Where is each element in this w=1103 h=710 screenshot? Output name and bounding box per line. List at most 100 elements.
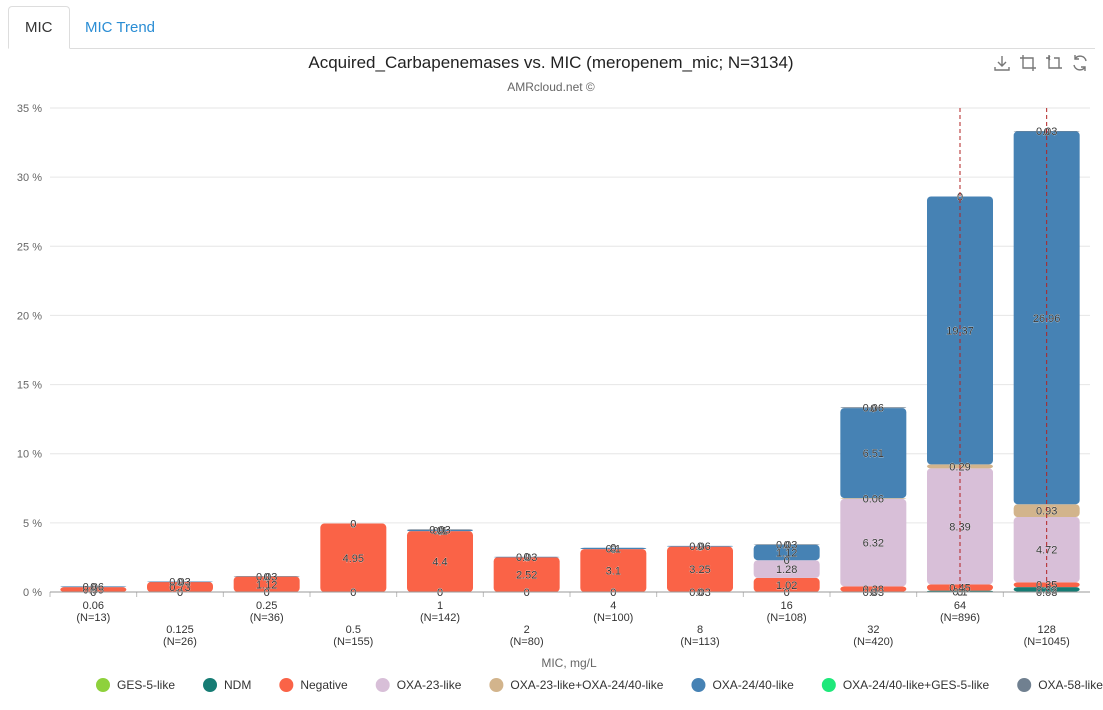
data-label: 0 bbox=[264, 587, 270, 599]
data-label: 0 bbox=[177, 587, 183, 599]
y-tick-label: 5 % bbox=[23, 518, 42, 530]
data-label: 0 bbox=[350, 519, 356, 531]
data-label: 0 bbox=[784, 555, 790, 567]
data-label: 3.1 bbox=[606, 566, 621, 578]
bar-segment[interactable] bbox=[840, 498, 907, 499]
data-label: 0.06 bbox=[83, 582, 104, 594]
bar-segment[interactable] bbox=[407, 531, 473, 592]
x-tick-count-label: (N=896) bbox=[940, 612, 980, 624]
data-label: 0 bbox=[350, 519, 356, 531]
bar-segment[interactable] bbox=[753, 544, 820, 545]
bar-segment[interactable] bbox=[60, 586, 127, 588]
zoom-reset-icon[interactable] bbox=[1045, 54, 1063, 72]
data-label: 0.1 bbox=[606, 543, 621, 555]
legend-label[interactable]: OXA-23-like+OXA-24/40-like bbox=[510, 678, 663, 692]
x-tick-count-label: (N=80) bbox=[510, 636, 544, 648]
data-label: 4.4 bbox=[432, 557, 447, 569]
data-label: 0 bbox=[957, 192, 963, 204]
legend-label[interactable]: OXA-24/40-like bbox=[712, 678, 794, 692]
tab-mic[interactable]: MIC bbox=[8, 6, 70, 49]
legend-marker[interactable] bbox=[375, 678, 390, 692]
bar-segment[interactable] bbox=[147, 581, 213, 583]
data-label: 0 bbox=[350, 519, 356, 531]
legend-marker[interactable] bbox=[1017, 678, 1032, 692]
legend-marker[interactable] bbox=[96, 678, 110, 692]
bar-segment[interactable] bbox=[753, 544, 820, 561]
data-label: 0 bbox=[957, 192, 963, 204]
data-label: 0 bbox=[264, 572, 270, 584]
data-label: 0 bbox=[697, 587, 703, 599]
bar-segment[interactable] bbox=[840, 407, 907, 409]
bar-segment[interactable] bbox=[580, 547, 647, 550]
data-label: 0 bbox=[524, 587, 530, 599]
bar-segment[interactable] bbox=[840, 498, 907, 587]
bar-segment[interactable] bbox=[147, 581, 213, 592]
legend-marker[interactable] bbox=[203, 678, 218, 692]
zoom-icon[interactable] bbox=[1019, 54, 1037, 72]
legend-label[interactable]: NDM bbox=[224, 678, 251, 692]
data-label: 6.32 bbox=[863, 538, 884, 550]
x-tick-label: 1 bbox=[437, 600, 443, 612]
bar-segment[interactable] bbox=[1013, 587, 1080, 592]
legend-marker[interactable] bbox=[821, 678, 836, 692]
data-label: 0 bbox=[177, 577, 183, 589]
x-tick-count-label: (N=13) bbox=[76, 612, 110, 624]
data-label: 8.39 bbox=[949, 521, 970, 533]
bar-segment[interactable] bbox=[407, 529, 473, 532]
bar-segment[interactable] bbox=[320, 523, 387, 592]
bar-segment[interactable] bbox=[667, 546, 733, 592]
y-tick-label: 25 % bbox=[17, 241, 42, 253]
data-label: 0 bbox=[957, 587, 963, 599]
legend-marker[interactable] bbox=[489, 678, 504, 692]
bar-segment[interactable] bbox=[233, 576, 300, 577]
legend-label[interactable]: OXA-58-like bbox=[1038, 678, 1103, 692]
data-label: 0.1 bbox=[432, 525, 447, 537]
data-label: 0.35 bbox=[83, 585, 104, 597]
legend-label[interactable]: Negative bbox=[300, 678, 348, 692]
bar-segment[interactable] bbox=[753, 560, 820, 578]
legend-marker[interactable] bbox=[279, 678, 294, 692]
bar-segment[interactable] bbox=[840, 586, 907, 592]
chart-subtitle: AMRcloud.net © bbox=[507, 80, 595, 94]
y-tick-label: 20 % bbox=[17, 310, 42, 322]
legend-label[interactable]: GES-5-like bbox=[117, 678, 175, 692]
bar-segment[interactable] bbox=[927, 196, 993, 465]
data-label: 0.73 bbox=[169, 582, 190, 594]
data-label: 0 bbox=[524, 587, 530, 599]
data-label: 0 bbox=[177, 577, 183, 589]
bar-segment[interactable] bbox=[753, 577, 820, 592]
tab-mic-trend[interactable]: MIC Trend bbox=[85, 19, 156, 36]
x-tick-label: 128 bbox=[1037, 624, 1055, 636]
bar-segment[interactable] bbox=[60, 587, 127, 592]
bar-segment[interactable] bbox=[667, 545, 733, 547]
data-label: 0 bbox=[524, 552, 530, 564]
x-tick-count-label: (N=108) bbox=[767, 612, 807, 624]
bar-segment[interactable] bbox=[840, 408, 907, 499]
bar-segment[interactable] bbox=[493, 557, 560, 592]
data-label: 0 bbox=[177, 576, 183, 588]
bar-segment[interactable] bbox=[1013, 131, 1080, 505]
download-icon[interactable] bbox=[993, 54, 1011, 72]
x-tick-label: 2 bbox=[524, 624, 530, 636]
data-label: 0 bbox=[870, 403, 876, 415]
restore-icon[interactable] bbox=[1071, 54, 1089, 72]
bar-segment[interactable] bbox=[580, 549, 647, 592]
data-label: 0 bbox=[610, 544, 616, 556]
bar-segment[interactable] bbox=[407, 529, 473, 530]
data-label: 0.03 bbox=[776, 539, 797, 551]
data-label: 0.93 bbox=[1036, 506, 1057, 518]
data-label: 0 bbox=[177, 587, 183, 599]
legend-label[interactable]: OXA-23-like bbox=[397, 678, 462, 692]
x-tick-label: 64 bbox=[954, 600, 966, 612]
data-label: 0.06 bbox=[863, 403, 884, 415]
legend-label[interactable]: OXA-24/40-like+GES-5-like bbox=[843, 678, 990, 692]
data-label: 0 bbox=[90, 582, 96, 594]
data-label: 0 bbox=[784, 587, 790, 599]
bar-segment[interactable] bbox=[233, 576, 300, 592]
bar-segment[interactable] bbox=[927, 468, 993, 585]
data-label: 0 bbox=[437, 587, 443, 599]
data-label: 1.28 bbox=[776, 564, 797, 576]
data-label: 0 bbox=[264, 587, 270, 599]
legend-marker[interactable] bbox=[691, 678, 706, 692]
bar-segment[interactable] bbox=[493, 556, 560, 558]
